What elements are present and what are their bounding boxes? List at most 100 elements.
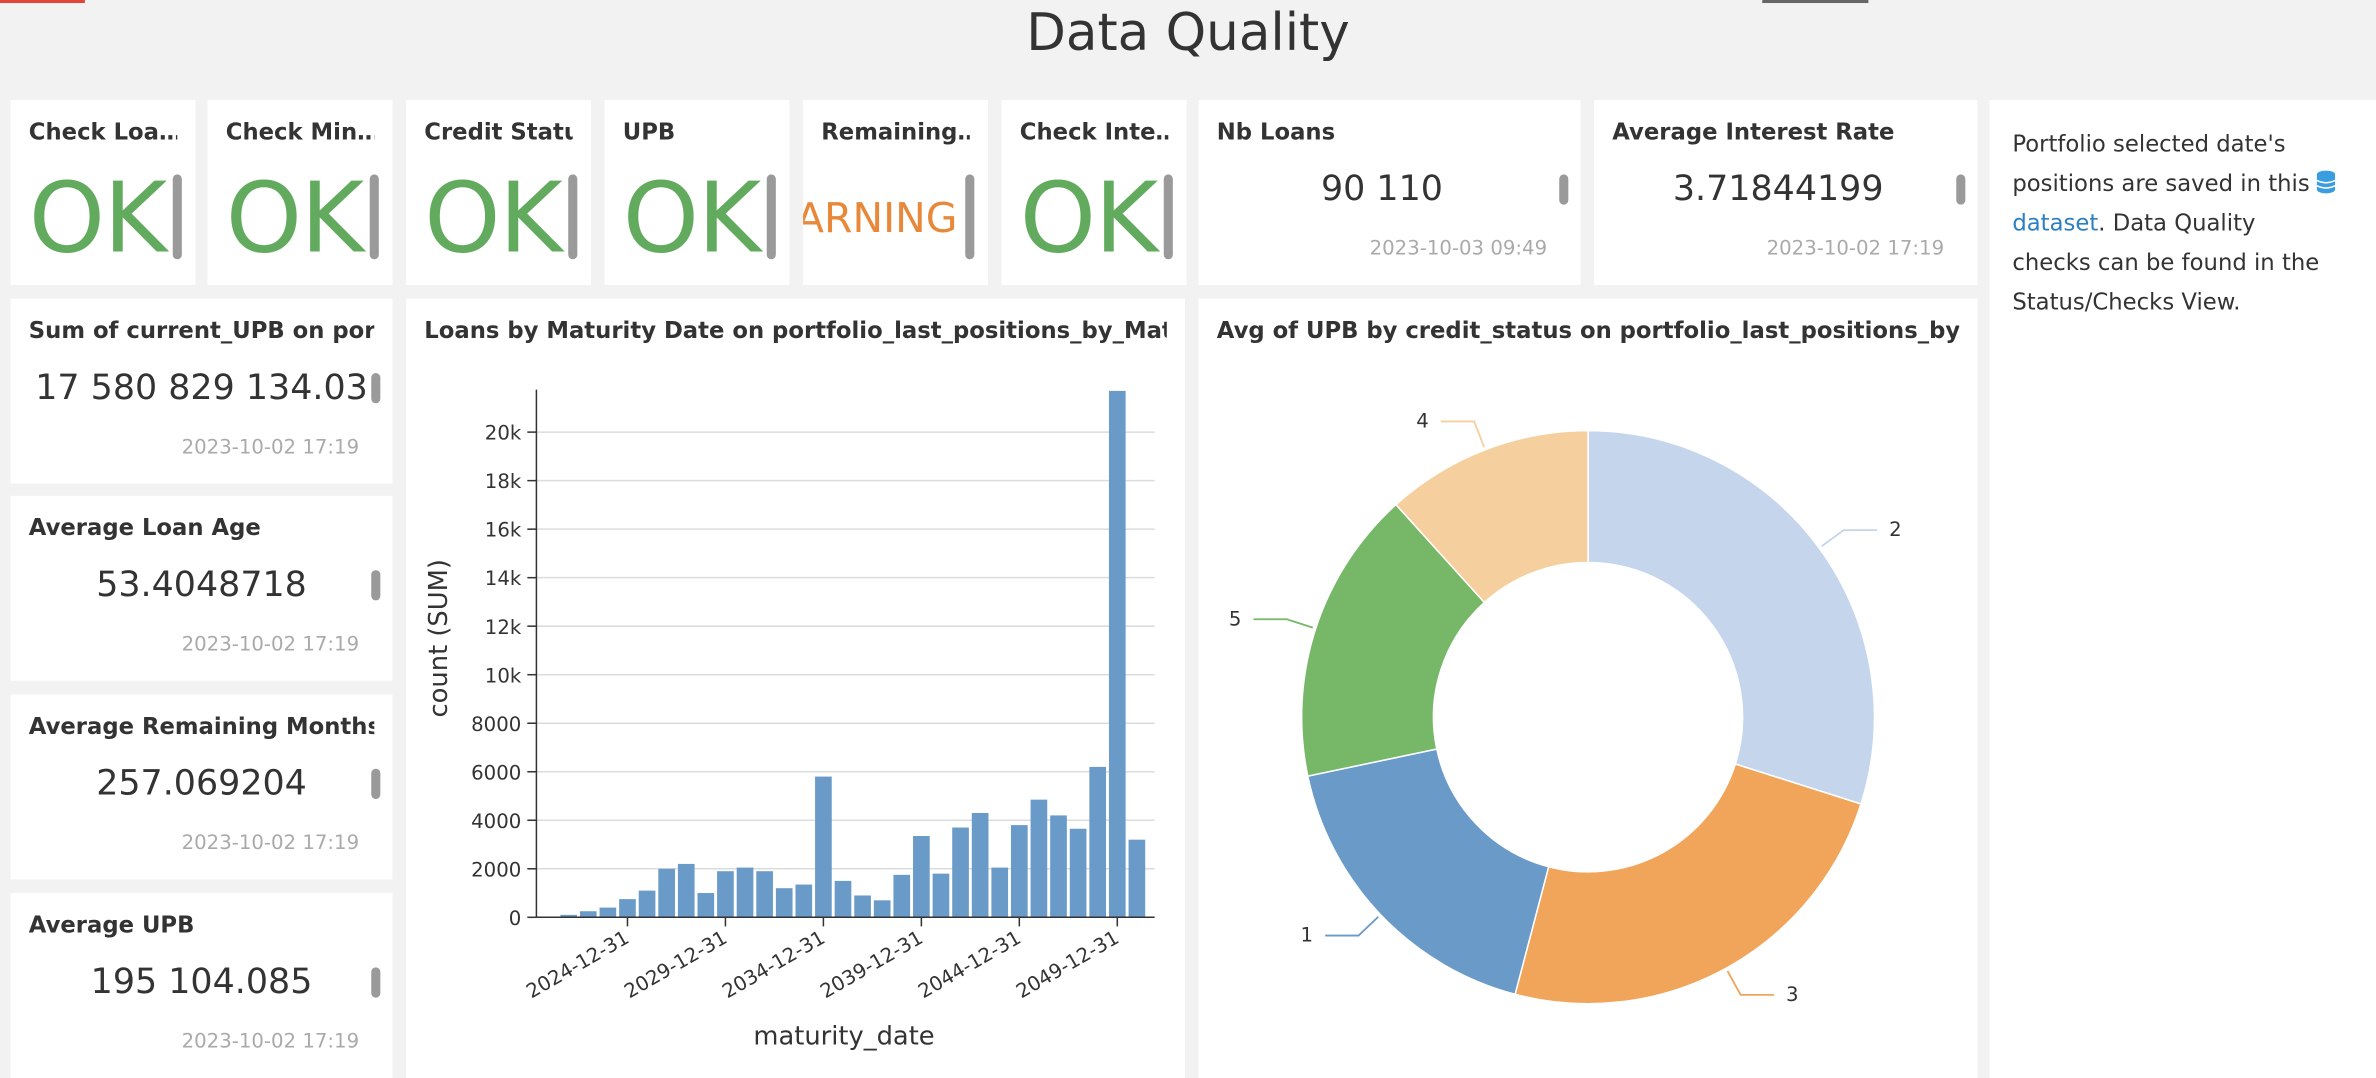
metric-tile: Nb Loans 90 110 2023-10-03 09:49: [1198, 100, 1581, 286]
x-axis-label: maturity_date: [753, 1022, 934, 1052]
scroll-handle: [568, 174, 578, 260]
bar: [658, 868, 675, 918]
bar: [834, 880, 852, 918]
metric-value: 195 104.085: [90, 962, 313, 1003]
tile-title: UPB: [622, 118, 676, 146]
status-tile: Remaining… WARNING: [803, 100, 988, 286]
y-tick-label: 10k: [485, 664, 522, 687]
tile-title: Average Interest Rate: [1612, 118, 1895, 146]
timestamp: 2023-10-02 17:19: [181, 633, 360, 657]
status-value: OK: [424, 166, 562, 273]
bar: [579, 911, 597, 918]
y-axis-label: count (SUM): [424, 559, 454, 717]
text: Portfolio selected date's positions are …: [2012, 130, 2310, 198]
status-value: OK: [1019, 166, 1158, 273]
y-tick-label: 18k: [485, 470, 522, 493]
bar: [736, 867, 754, 918]
scroll-handle: [369, 174, 379, 260]
pie-slice: [1587, 429, 1876, 805]
status-value: OK: [28, 166, 167, 273]
timestamp: 2023-10-02 17:19: [181, 832, 360, 856]
y-tick-label: 14k: [485, 567, 522, 590]
scroll-handle: [1163, 174, 1173, 260]
slice-label: 2: [1889, 518, 1902, 541]
bar: [913, 836, 930, 918]
chart-title: Loans by Maturity Date on portfolio_last…: [424, 316, 1166, 345]
metric-tile: Average UPB 195 104.085 2023-10-02 17:19: [10, 893, 393, 1078]
timestamp: 2023-10-02 17:19: [181, 1031, 360, 1054]
slice-label: 1: [1301, 924, 1314, 947]
tile-title: Average UPB: [28, 911, 195, 939]
slice-label: 4: [1416, 410, 1429, 433]
status-tile: Check Min… OK: [207, 100, 393, 286]
pie-slice: [1394, 429, 1589, 604]
bar: [795, 884, 813, 918]
y-tick-label: 20k: [485, 422, 522, 445]
status-value: OK: [225, 166, 364, 273]
bar: [638, 890, 656, 918]
dataset-icon: [2316, 170, 2336, 194]
metric-value: 3.71844199: [1672, 169, 1884, 210]
x-tick-label: 2044-12-31: [914, 926, 1025, 1003]
tile-title: Check Loa…: [28, 118, 178, 146]
y-tick-label: 6000: [471, 761, 521, 784]
x-tick-label: 2034-12-31: [718, 926, 829, 1003]
scroll-handle: [371, 768, 381, 800]
leader-line: [1440, 420, 1485, 448]
bar: [873, 900, 891, 918]
leader-line: [1325, 916, 1379, 937]
y-tick-label: 0: [509, 907, 522, 930]
bar: [971, 812, 989, 918]
bar: [1128, 839, 1146, 918]
page-title: Data Quality: [1026, 3, 1350, 64]
chart: 2 3 1 5 4: [1229, 410, 1902, 1006]
tile-title: Check Min…: [225, 118, 375, 146]
bar: [952, 827, 969, 918]
pie-slice: [1306, 748, 1550, 996]
chart: 0 2000 4000 6000 8000 10k 12k 14k 16k 18k 20k 2024-…: [424, 389, 1155, 1052]
x-tick-label: 2024-12-31: [522, 926, 633, 1003]
metric-value: 90 110: [1320, 169, 1443, 210]
status-tile: Check Loa… OK: [10, 100, 196, 286]
y-tick-label: 2000: [471, 858, 521, 881]
bar: [697, 893, 715, 918]
text: . Data Quality checks can be found in th…: [2012, 209, 2320, 316]
chart-title: Avg of UPB by credit_status on portfolio…: [1216, 316, 1960, 345]
bar: [815, 776, 832, 918]
slice-label: 5: [1229, 607, 1242, 630]
metric-tile: Sum of current_UPB on port… 17 580 829 13…: [10, 298, 393, 484]
bar: [756, 871, 773, 918]
scroll-handle: [371, 967, 381, 998]
bar: [1108, 390, 1126, 918]
y-tick-label: 16k: [485, 519, 522, 542]
status-tile: UPB OK: [604, 100, 790, 286]
chart-tile: Loans by Maturity Date on portfolio_last…: [406, 298, 1185, 1078]
leader-line: [1726, 970, 1774, 996]
tile-title: Check Inte…: [1019, 118, 1169, 146]
bar: [1069, 828, 1087, 918]
scroll-handle: [1956, 174, 1966, 205]
bar: [717, 871, 734, 918]
slice-label: 3: [1786, 983, 1799, 1006]
bar: [599, 907, 617, 918]
status-tile: Credit Status OK: [406, 100, 591, 286]
metric-tile: Average Loan Age 53.4048718 2023-10-02 17:…: [10, 495, 393, 681]
bar: [1030, 799, 1048, 918]
y-tick-label: 8000: [471, 713, 521, 736]
scroll-handle: [371, 570, 381, 601]
timestamp: 2023-10-02 17:19: [1766, 238, 1945, 261]
bar: [1050, 815, 1067, 918]
dataset-link[interactable]: dataset: [2012, 209, 2099, 237]
x-tick-label: 2049-12-31: [1012, 926, 1123, 1003]
metric-value: 53.4048718: [96, 565, 307, 605]
pie-slice: [1514, 763, 1862, 1005]
bar: [677, 863, 695, 918]
leader-line: [1821, 529, 1877, 547]
y-tick-label: 12k: [485, 616, 522, 639]
metric-tile: Average Remaining Months 257.069204 2023-1…: [10, 694, 393, 880]
metric-value: 257.069204: [96, 764, 307, 804]
tile-title: Remaining…: [821, 118, 970, 146]
bar: [991, 867, 1009, 918]
tile-title: Nb Loans: [1216, 118, 1336, 146]
